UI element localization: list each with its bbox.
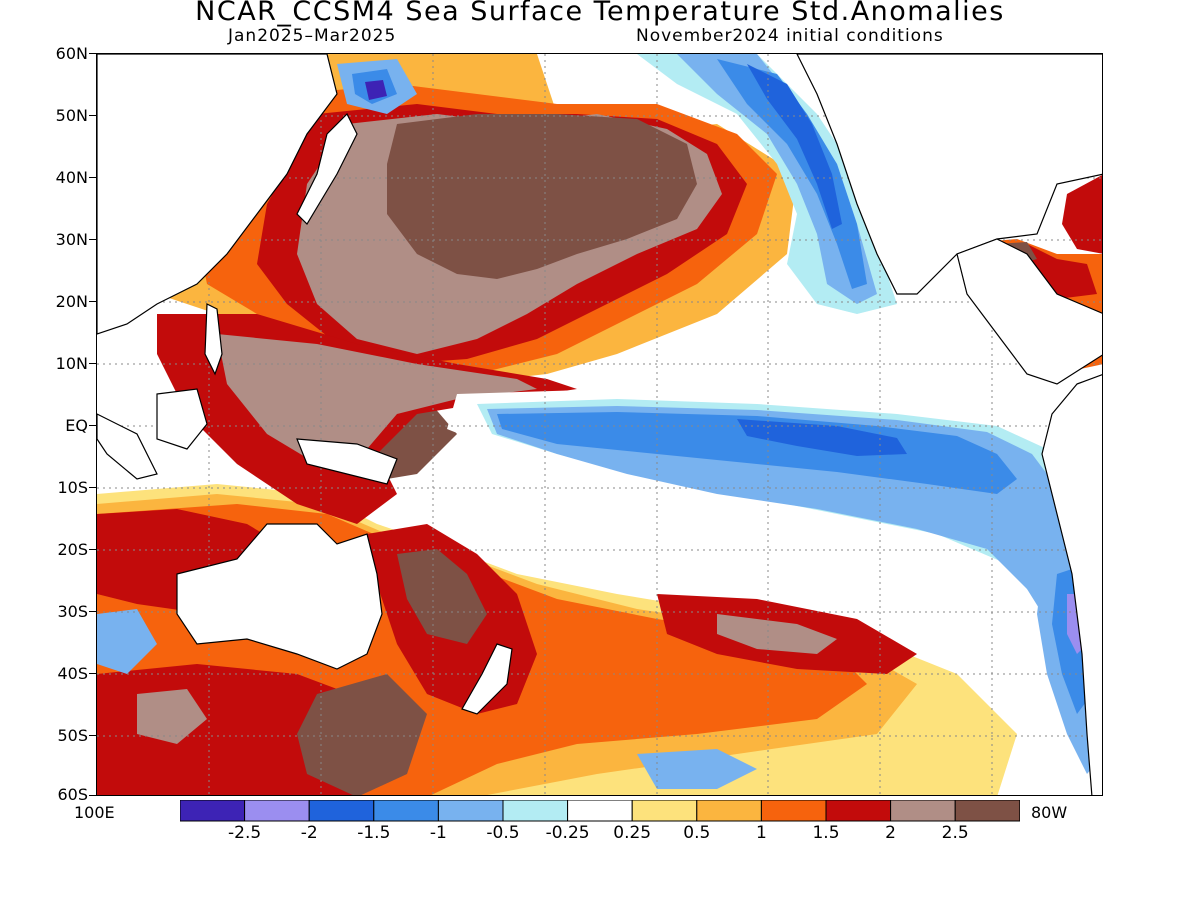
lat-tick bbox=[89, 735, 96, 736]
lat-label-50s: 50S bbox=[57, 726, 88, 745]
colorbar-swatch bbox=[825, 800, 892, 822]
chart-title: NCAR_CCSM4 Sea Surface Temperature Std.A… bbox=[195, 0, 1005, 27]
lat-tick bbox=[89, 53, 96, 54]
colorbar-label: 2 bbox=[885, 823, 897, 843]
lat-tick bbox=[89, 425, 96, 426]
init-label: November2024 initial conditions bbox=[636, 26, 944, 46]
sumatra-land bbox=[97, 413, 158, 480]
lat-tick bbox=[89, 239, 96, 240]
colorbar-swatch bbox=[890, 800, 956, 822]
colorbar-swatch bbox=[373, 800, 439, 822]
lon-label-left: 100E bbox=[74, 803, 115, 822]
anomaly-map bbox=[97, 54, 1102, 795]
colorbar-label: 2.5 bbox=[941, 823, 969, 843]
colorbar-swatch bbox=[954, 800, 1020, 822]
north-america-land bbox=[796, 54, 1102, 295]
colorbar-label: 0.5 bbox=[683, 823, 711, 843]
philippines-land bbox=[204, 303, 223, 376]
lat-tick bbox=[89, 301, 96, 302]
colorbar-swatch bbox=[696, 800, 762, 822]
lat-label-eq: EQ bbox=[65, 416, 88, 435]
colorbar-label: 1.5 bbox=[812, 823, 840, 843]
colorbar-swatch bbox=[244, 800, 310, 822]
colorbar-label: 0.25 bbox=[613, 823, 652, 843]
lat-tick bbox=[89, 363, 96, 364]
lon-label-right: 80W bbox=[1031, 803, 1068, 822]
colorbar-label: -0.5 bbox=[486, 823, 520, 843]
colorbar-label: -2 bbox=[300, 823, 318, 843]
season-label: Jan2025–Mar2025 bbox=[228, 26, 397, 46]
colorbar-swatch bbox=[631, 800, 698, 822]
lat-tick bbox=[89, 673, 96, 674]
lat-label-40n: 40N bbox=[55, 168, 88, 187]
borneo-land bbox=[156, 388, 208, 450]
lat-tick bbox=[89, 795, 96, 796]
colorbar-label: -0.25 bbox=[545, 823, 590, 843]
australia-land bbox=[176, 523, 383, 670]
lat-label-60n: 60N bbox=[55, 44, 88, 63]
new-guinea-land bbox=[296, 438, 398, 485]
lat-tick bbox=[89, 611, 96, 612]
lat-label-50n: 50N bbox=[55, 106, 88, 125]
map-panel bbox=[96, 53, 1103, 796]
lat-label-60s: 60S bbox=[57, 785, 88, 804]
lat-label-20n: 20N bbox=[55, 292, 88, 311]
central-america-land bbox=[956, 238, 1102, 385]
colorbar-swatch bbox=[567, 800, 633, 822]
colorbar-label: 1 bbox=[755, 823, 767, 843]
colorbar bbox=[180, 800, 1020, 822]
lat-label-10s: 10S bbox=[57, 478, 88, 497]
colorbar-swatch bbox=[760, 800, 827, 822]
graticule bbox=[97, 54, 1102, 795]
land-masses bbox=[97, 54, 1102, 795]
lat-tick bbox=[89, 177, 96, 178]
colorbar-swatch bbox=[502, 800, 569, 822]
south-america-land bbox=[1041, 374, 1102, 795]
asia-mainland bbox=[97, 54, 338, 335]
lat-label-30n: 30N bbox=[55, 230, 88, 249]
japan-land bbox=[296, 112, 358, 225]
colorbar-swatch bbox=[437, 800, 504, 822]
lat-label-40s: 40S bbox=[57, 664, 88, 683]
colorbar-label: -2.5 bbox=[228, 823, 262, 843]
new-zealand-land bbox=[461, 643, 513, 715]
lat-label-10n: 10N bbox=[55, 354, 88, 373]
colorbar-swatch bbox=[180, 800, 246, 822]
lat-label-30s: 30S bbox=[57, 602, 88, 621]
lat-tick bbox=[89, 115, 96, 116]
lat-tick bbox=[89, 549, 96, 550]
colorbar-label: -1.5 bbox=[357, 823, 391, 843]
lat-tick bbox=[89, 487, 96, 488]
colorbar-swatch bbox=[308, 800, 375, 822]
colorbar-label: -1 bbox=[429, 823, 447, 843]
lat-label-20s: 20S bbox=[57, 540, 88, 559]
